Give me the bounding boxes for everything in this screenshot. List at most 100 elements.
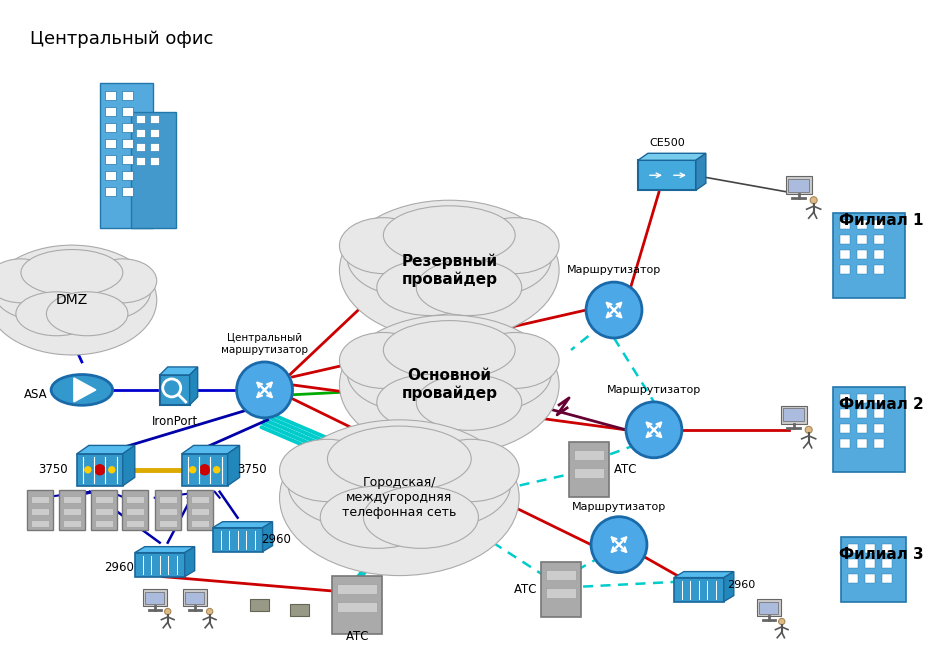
FancyBboxPatch shape [855,250,866,258]
Ellipse shape [279,420,518,575]
Ellipse shape [471,217,559,273]
FancyBboxPatch shape [838,250,849,258]
Ellipse shape [346,334,467,411]
FancyBboxPatch shape [105,186,116,196]
FancyBboxPatch shape [637,160,695,190]
FancyBboxPatch shape [784,176,811,194]
Polygon shape [181,445,240,454]
Ellipse shape [21,250,123,296]
FancyBboxPatch shape [159,520,177,527]
FancyBboxPatch shape [191,496,209,503]
Text: Филиал 3: Филиал 3 [837,547,922,562]
Ellipse shape [89,259,157,302]
FancyBboxPatch shape [122,123,133,132]
Polygon shape [695,154,705,190]
FancyBboxPatch shape [94,507,112,515]
Ellipse shape [377,260,481,316]
FancyBboxPatch shape [864,544,874,553]
FancyBboxPatch shape [63,520,81,527]
Ellipse shape [288,441,419,527]
Ellipse shape [58,260,151,320]
Ellipse shape [379,441,510,527]
Text: Филиал 2: Филиал 2 [837,397,922,413]
FancyBboxPatch shape [838,394,849,403]
FancyBboxPatch shape [135,553,184,577]
FancyBboxPatch shape [31,520,49,527]
FancyBboxPatch shape [758,602,778,614]
FancyBboxPatch shape [337,584,377,594]
Circle shape [590,517,647,573]
FancyBboxPatch shape [673,577,723,602]
Ellipse shape [339,200,559,340]
FancyBboxPatch shape [150,115,160,123]
Text: 3750: 3750 [237,463,267,476]
Text: Резервный
провайдер: Резервный провайдер [401,253,497,287]
FancyBboxPatch shape [122,107,133,116]
FancyBboxPatch shape [122,155,133,164]
FancyBboxPatch shape [855,424,866,434]
Circle shape [199,465,210,474]
FancyBboxPatch shape [855,409,866,418]
FancyBboxPatch shape [122,490,147,530]
FancyBboxPatch shape [832,213,903,298]
FancyBboxPatch shape [573,450,603,460]
Text: Маршрутизатор: Маршрутизатор [606,385,700,395]
Ellipse shape [0,260,86,320]
Polygon shape [637,154,705,160]
FancyBboxPatch shape [126,507,143,515]
Circle shape [207,608,212,615]
Ellipse shape [416,374,521,430]
FancyBboxPatch shape [94,496,112,503]
Circle shape [804,426,811,434]
Text: 2960: 2960 [104,561,134,574]
FancyBboxPatch shape [126,520,143,527]
Ellipse shape [430,334,550,411]
FancyBboxPatch shape [191,507,209,515]
FancyBboxPatch shape [872,440,883,448]
FancyBboxPatch shape [27,490,53,530]
FancyBboxPatch shape [122,91,133,100]
FancyBboxPatch shape [212,528,262,552]
FancyBboxPatch shape [191,520,209,527]
FancyBboxPatch shape [787,179,808,192]
Circle shape [85,467,91,473]
Text: 3750: 3750 [38,463,68,476]
Text: DMZ: DMZ [56,293,88,307]
FancyBboxPatch shape [881,544,891,553]
Ellipse shape [16,292,97,335]
FancyBboxPatch shape [94,520,112,527]
Polygon shape [723,571,733,602]
Text: IronPort: IronPort [151,415,197,428]
Text: Центральный офис: Центральный офис [30,30,213,49]
FancyBboxPatch shape [145,592,164,604]
FancyBboxPatch shape [783,409,803,421]
FancyBboxPatch shape [780,406,806,424]
FancyBboxPatch shape [250,598,269,610]
Ellipse shape [430,219,550,296]
Text: Филиал 1: Филиал 1 [837,213,922,227]
FancyBboxPatch shape [872,409,883,418]
FancyBboxPatch shape [541,562,581,617]
Text: 2960: 2960 [726,579,754,590]
FancyBboxPatch shape [838,235,849,244]
Ellipse shape [346,219,467,296]
Text: CE500: CE500 [649,138,684,148]
FancyBboxPatch shape [573,469,603,478]
FancyBboxPatch shape [100,83,152,227]
Ellipse shape [416,260,521,316]
FancyBboxPatch shape [756,599,780,616]
FancyBboxPatch shape [332,575,382,633]
FancyBboxPatch shape [105,107,116,116]
Polygon shape [212,522,272,528]
Text: Маршрутизатор: Маршрутизатор [571,501,666,511]
FancyBboxPatch shape [105,155,116,164]
FancyBboxPatch shape [838,265,849,273]
FancyBboxPatch shape [59,490,85,530]
Circle shape [164,608,171,615]
Text: Центральный
маршрутизатор: Центральный маршрутизатор [221,333,308,355]
Polygon shape [74,378,95,402]
FancyBboxPatch shape [105,171,116,180]
FancyBboxPatch shape [136,129,145,136]
Text: АТС: АТС [514,583,536,596]
FancyBboxPatch shape [872,219,883,229]
